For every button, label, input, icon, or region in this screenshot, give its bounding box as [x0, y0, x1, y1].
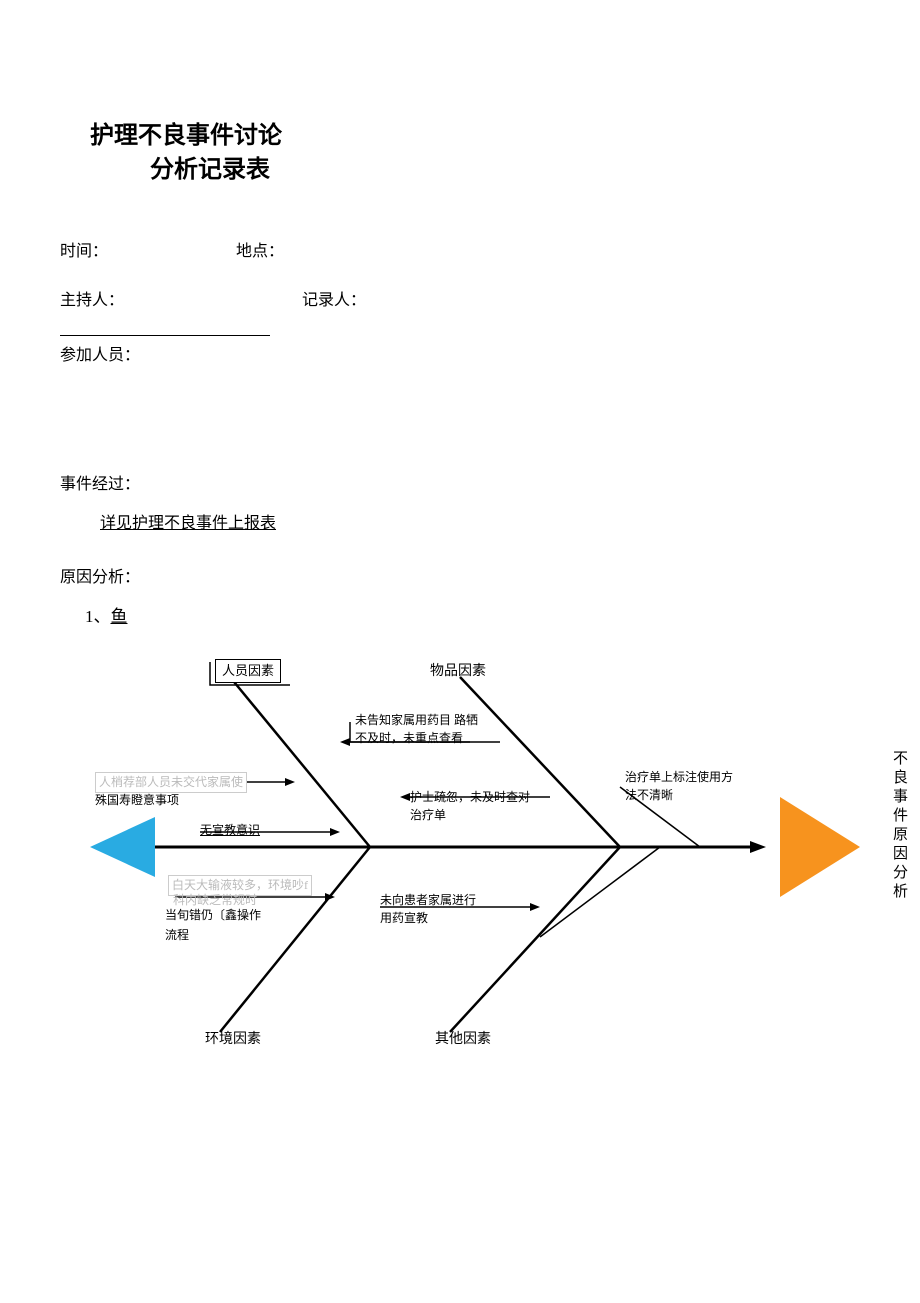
label-recorder: 记录人： [302, 286, 366, 310]
item-1-text: 鱼 [111, 607, 128, 626]
cause-5: 无宣教意识 [200, 822, 260, 839]
cause-7a: 当旬错仍〔鑫操作 [165, 907, 261, 924]
label-place: 地点： [236, 237, 284, 261]
label-participants: 参加人员： [60, 341, 140, 365]
event-detail: 详见护理不良事件上报表 [100, 509, 860, 533]
cat-bottom-left: 环境因素 [205, 1030, 261, 1050]
cause-4a: 人梢荐部人员未交代家属使 [95, 772, 247, 793]
side-vertical-label: 不良事件原因分析 [889, 750, 910, 902]
cause-1a: 未告知家属用药目 路牺 [355, 712, 478, 729]
label-time: 时间： [60, 237, 108, 261]
item-1: 1、鱼 [85, 602, 860, 627]
title-line2: 分析记录表 [150, 154, 860, 188]
cat-top-left: 人员因素 [215, 659, 281, 683]
cause-8b: 用药宣教 [380, 910, 428, 927]
label-host: 主持人： [60, 286, 124, 310]
label-event-process: 事件经过： [60, 470, 860, 494]
cat-bottom-right: 其他因素 [435, 1030, 491, 1050]
label-cause-analysis: 原因分析： [60, 563, 860, 587]
cause-3a: 治疗单上标注使用方 [625, 769, 733, 786]
cause-1b: 不及时，未重点查看 [355, 730, 463, 747]
cause-2a: 护士疏忽，未及时查对 [410, 789, 530, 806]
cause-8a: 未向患者家属进行 [380, 892, 476, 909]
cause-3b: 法不清晰 [625, 787, 673, 804]
divider [60, 335, 270, 336]
row-participants: 参加人员： [60, 341, 860, 365]
cause-7b: 流程 [165, 927, 189, 944]
cause-2b: 治疗单 [410, 807, 446, 824]
title-line1: 护理不良事件讨论 [90, 120, 860, 154]
row-host-recorder: 主持人： 记录人： [60, 286, 860, 310]
cause-4b: 殊国寿瞪意事项 [95, 792, 179, 809]
item-1-num: 1、 [85, 607, 111, 626]
row-time-place: 时间： 地点： [60, 237, 860, 261]
fishbone-diagram: 人员因素 物品因素 环境因素 其他因素 未告知家属用药目 路牺 不及时，未重点查… [60, 637, 860, 1057]
cat-top-right: 物品因素 [430, 662, 486, 682]
